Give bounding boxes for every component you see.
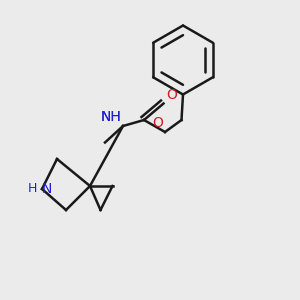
Text: NH: NH [101, 110, 122, 124]
Text: H: H [28, 182, 38, 196]
Text: O: O [153, 116, 164, 130]
Text: O: O [166, 88, 177, 102]
Text: N: N [42, 182, 52, 196]
Text: NH: NH [101, 110, 122, 124]
